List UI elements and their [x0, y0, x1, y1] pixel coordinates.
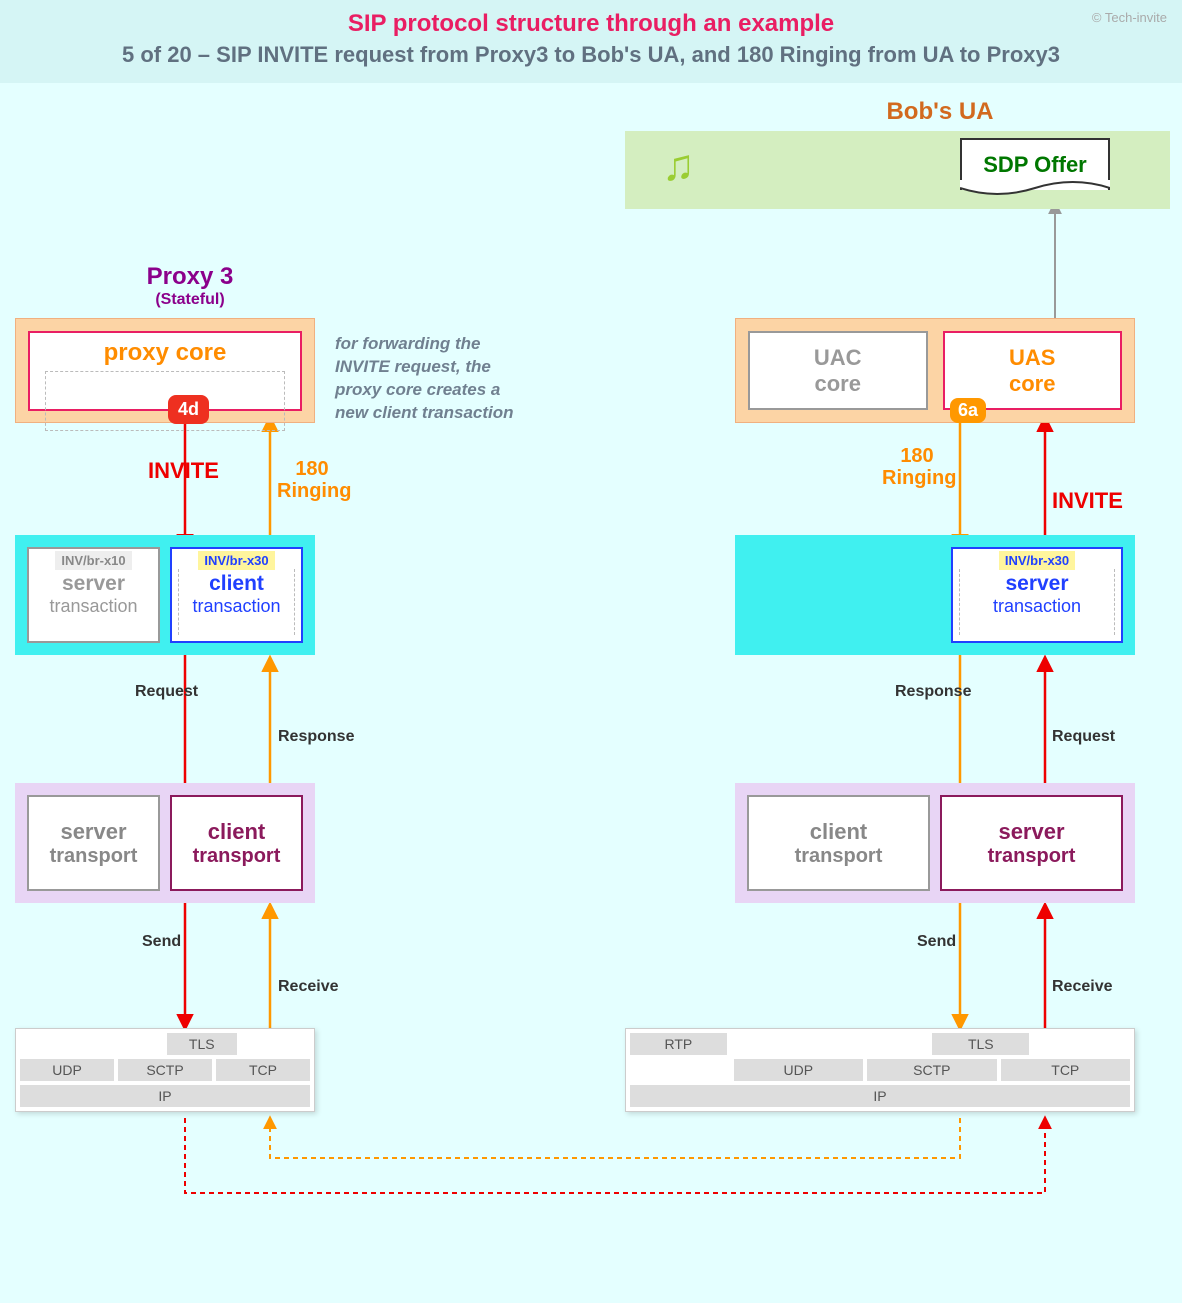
proxy3-note: for forwarding the INVITE request, the p… — [335, 333, 515, 425]
uac-label-1: UAC — [814, 345, 862, 371]
uac-label-2: core — [815, 371, 861, 397]
bob-stack-sctp: SCTP — [867, 1059, 996, 1081]
proxy3-core-container: proxy core — [15, 318, 315, 423]
bob-title: Bob's UA — [840, 98, 1040, 126]
proxy3-subtitle: (Stateful) — [100, 291, 280, 309]
bob-uac-core: UACcore — [748, 331, 928, 410]
server-txn-head: INV/br-x10 — [55, 551, 131, 570]
header: SIP protocol structure through an exampl… — [0, 0, 1182, 83]
bob-response-label: Response — [895, 683, 971, 701]
proxy3-server-txn: INV/br-x10 server transaction — [27, 547, 160, 643]
bob-stack-ip: IP — [630, 1085, 1130, 1107]
proxy3-ringing-label: 180 Ringing — [277, 458, 347, 502]
sdp-offer-box: SDP Offer — [960, 138, 1110, 190]
music-icon: ♫ — [662, 141, 695, 191]
proxy-core-box: proxy core — [28, 331, 302, 411]
page-title: SIP protocol structure through an exampl… — [20, 10, 1162, 38]
proxy3-stack: x x TLS x UDP SCTP TCP IP — [15, 1028, 315, 1112]
proxy3-title: Proxy 3 — [100, 263, 280, 291]
badge-6a: 6a — [950, 398, 986, 423]
server-txn-main: server — [29, 572, 158, 596]
proxy3-response-label: Response — [278, 728, 354, 746]
bob-server-txn-sub: transaction — [953, 596, 1121, 617]
stack-tls: TLS — [167, 1033, 237, 1055]
bob-core-container: UACcore UAScore — [735, 318, 1135, 423]
bob-request-label: Request — [1052, 728, 1115, 746]
client-txn-head: INV/br-x30 — [198, 551, 274, 570]
bob-receive-label: Receive — [1052, 978, 1113, 996]
bob-transport-container: client transport server transport — [735, 783, 1135, 903]
bob-server-transport: server transport — [940, 795, 1123, 891]
bob-stack-rtp: RTP — [630, 1033, 727, 1055]
server-txn-sub: transaction — [29, 596, 158, 617]
server-transport-main: server — [29, 819, 158, 845]
proxy3-invite-label: INVITE — [148, 458, 219, 484]
stack-sctp: SCTP — [118, 1059, 212, 1081]
bob-client-transport-main: client — [749, 819, 928, 845]
bob-send-label: Send — [917, 933, 956, 951]
stack-udp: UDP — [20, 1059, 114, 1081]
bob-stack-udp: UDP — [734, 1059, 863, 1081]
stack-ip: IP — [20, 1085, 310, 1107]
client-txn-main: client — [172, 572, 301, 596]
proxy-core-label: proxy core — [104, 339, 227, 366]
bob-txn-container: INV/br-x30 server transaction — [735, 535, 1135, 655]
bob-client-transport-sub: transport — [749, 845, 928, 868]
bob-stack: RTP x x TLS x x UDP SCTP TCP IP — [625, 1028, 1135, 1112]
proxy3-receive-label: Receive — [278, 978, 339, 996]
bob-server-txn-head: INV/br-x30 — [999, 551, 1075, 570]
bob-client-transport: client transport — [747, 795, 930, 891]
bob-server-txn-main: server — [953, 572, 1121, 596]
bob-ringing-label: 180 Ringing — [882, 445, 952, 489]
proxy3-server-transport: server transport — [27, 795, 160, 891]
badge-4d: 4d — [168, 395, 209, 424]
proxy3-transport-container: server transport client transport — [15, 783, 315, 903]
bob-server-transport-main: server — [942, 819, 1121, 845]
client-transport-main: client — [172, 819, 301, 845]
bob-stack-tcp: TCP — [1001, 1059, 1130, 1081]
sdp-offer-label: SDP Offer — [983, 152, 1087, 177]
bob-server-txn: INV/br-x30 server transaction — [951, 547, 1123, 643]
proxy3-request-label: Request — [135, 683, 198, 701]
page-subtitle: 5 of 20 – SIP INVITE request from Proxy3… — [20, 42, 1162, 68]
bob-server-transport-sub: transport — [942, 845, 1121, 868]
copyright: © Tech-invite — [1092, 10, 1167, 25]
server-transport-sub: transport — [29, 845, 158, 868]
proxy3-send-label: Send — [142, 933, 181, 951]
bob-invite-label: INVITE — [1052, 488, 1123, 514]
proxy3-txn-container: INV/br-x10 server transaction INV/br-x30… — [15, 535, 315, 655]
proxy3-client-transport: client transport — [170, 795, 303, 891]
diagram-canvas: Proxy 3 (Stateful) proxy core 4d for for… — [0, 83, 1182, 1303]
stack-tcp: TCP — [216, 1059, 310, 1081]
client-transport-sub: transport — [172, 845, 301, 868]
bob-stack-tls: TLS — [932, 1033, 1029, 1055]
proxy3-client-txn: INV/br-x30 client transaction — [170, 547, 303, 643]
uas-label-2: core — [1009, 371, 1055, 397]
uas-label-1: UAS — [1009, 345, 1055, 371]
client-txn-sub: transaction — [172, 596, 301, 617]
